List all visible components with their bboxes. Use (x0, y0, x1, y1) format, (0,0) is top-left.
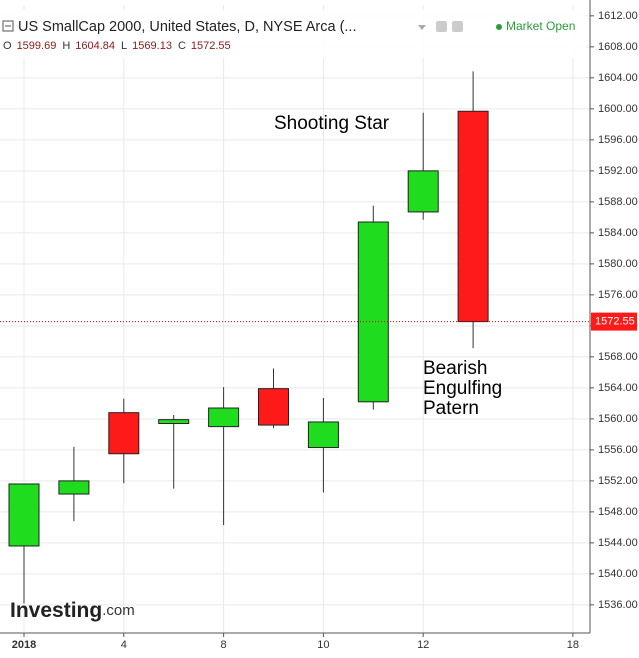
x-tick-label: 2018 (12, 639, 36, 651)
ohlc-value: 1569.13 (132, 40, 172, 52)
market-status: Market Open (506, 19, 575, 33)
header-title: US SmallCap 2000, United States, D, NYSE… (18, 19, 356, 35)
candle-body (357, 221, 389, 403)
last-price-tag (591, 312, 637, 331)
ohlc-value: 1604.84 (75, 40, 115, 52)
ohlc-key: H (62, 40, 70, 52)
collapse-box (2, 20, 14, 32)
y-tick-label: 1584.00 (598, 227, 638, 239)
y-tick-label: 1596.00 (598, 134, 638, 146)
watermark-main: Investing (10, 599, 102, 622)
y-tick-label: 1612.00 (598, 10, 638, 22)
candle-body (457, 110, 489, 323)
ohlc-readout: O 1599.69 H 1604.84 L 1569.13 C 1572.55 (3, 40, 231, 52)
y-tick-label: 1552.00 (598, 475, 638, 487)
candle-body (258, 388, 289, 426)
ohlc-key: C (178, 40, 186, 52)
ohlc-key: O (3, 40, 12, 52)
candle-body (108, 412, 140, 455)
candle-body (8, 483, 40, 547)
y-tick-label: 1600.00 (598, 103, 638, 115)
y-tick-label: 1544.00 (598, 537, 638, 549)
y-tick-label: 1536.00 (598, 599, 638, 611)
annotation: Engulfing (423, 378, 502, 399)
candle-body (208, 407, 240, 428)
y-tick-label: 1608.00 (598, 41, 638, 53)
y-tick-label: 1604.00 (598, 72, 638, 84)
x-tick-label: 18 (567, 639, 579, 651)
annotation: Patern (423, 398, 479, 419)
dropdown-arrow (418, 25, 426, 30)
watermark: Investing.com (10, 599, 135, 622)
y-tick-label: 1564.00 (598, 382, 638, 394)
annotation: Shooting Star (274, 113, 390, 134)
x-tick-label: 8 (221, 639, 227, 651)
y-tick-label: 1560.00 (598, 413, 638, 425)
ohlc-value: 1572.55 (191, 40, 231, 52)
x-tick-label: 10 (317, 639, 329, 651)
last-price-label: 1572.55 (595, 316, 635, 328)
y-tick-label: 1556.00 (598, 444, 638, 456)
candle-body (158, 419, 190, 425)
x-tick-label: 12 (417, 639, 429, 651)
y-tick-label: 1592.00 (598, 165, 638, 177)
x-tick-label: 4 (121, 639, 127, 651)
settings-icon (452, 21, 463, 32)
candle-body (58, 480, 90, 495)
header-bg (0, 10, 586, 58)
y-tick-label: 1576.00 (598, 289, 638, 301)
y-tick-label: 1540.00 (598, 568, 638, 580)
settings-icon (436, 21, 447, 32)
y-tick-label: 1548.00 (598, 506, 638, 518)
collapse-icon (2, 20, 14, 32)
ohlc-key: L (121, 40, 127, 52)
y-tick-label: 1588.00 (598, 196, 638, 208)
candle-body (407, 170, 439, 213)
candle-body (307, 421, 339, 449)
status-dot (496, 24, 502, 30)
y-tick-label: 1580.00 (598, 258, 638, 270)
annotation: Bearish (423, 358, 487, 379)
y-tick-label: 1568.00 (598, 351, 638, 363)
watermark-domain: .com (102, 602, 135, 619)
ohlc-value: 1599.69 (17, 40, 57, 52)
